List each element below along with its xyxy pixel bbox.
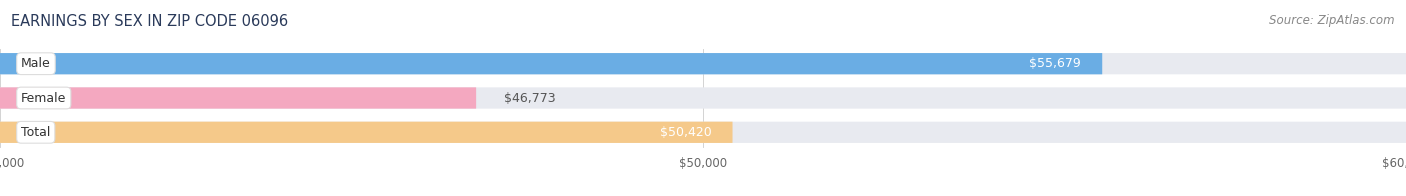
Text: Total: Total <box>21 126 51 139</box>
Text: Female: Female <box>21 92 66 104</box>
FancyBboxPatch shape <box>0 87 1406 109</box>
FancyBboxPatch shape <box>0 53 1102 74</box>
Text: Male: Male <box>21 57 51 70</box>
Text: EARNINGS BY SEX IN ZIP CODE 06096: EARNINGS BY SEX IN ZIP CODE 06096 <box>11 14 288 29</box>
FancyBboxPatch shape <box>0 122 733 143</box>
FancyBboxPatch shape <box>0 122 1406 143</box>
FancyBboxPatch shape <box>0 87 477 109</box>
Text: $46,773: $46,773 <box>505 92 555 104</box>
Text: Source: ZipAtlas.com: Source: ZipAtlas.com <box>1270 14 1395 27</box>
FancyBboxPatch shape <box>0 53 1406 74</box>
Text: $55,679: $55,679 <box>1029 57 1081 70</box>
Text: $50,420: $50,420 <box>659 126 711 139</box>
